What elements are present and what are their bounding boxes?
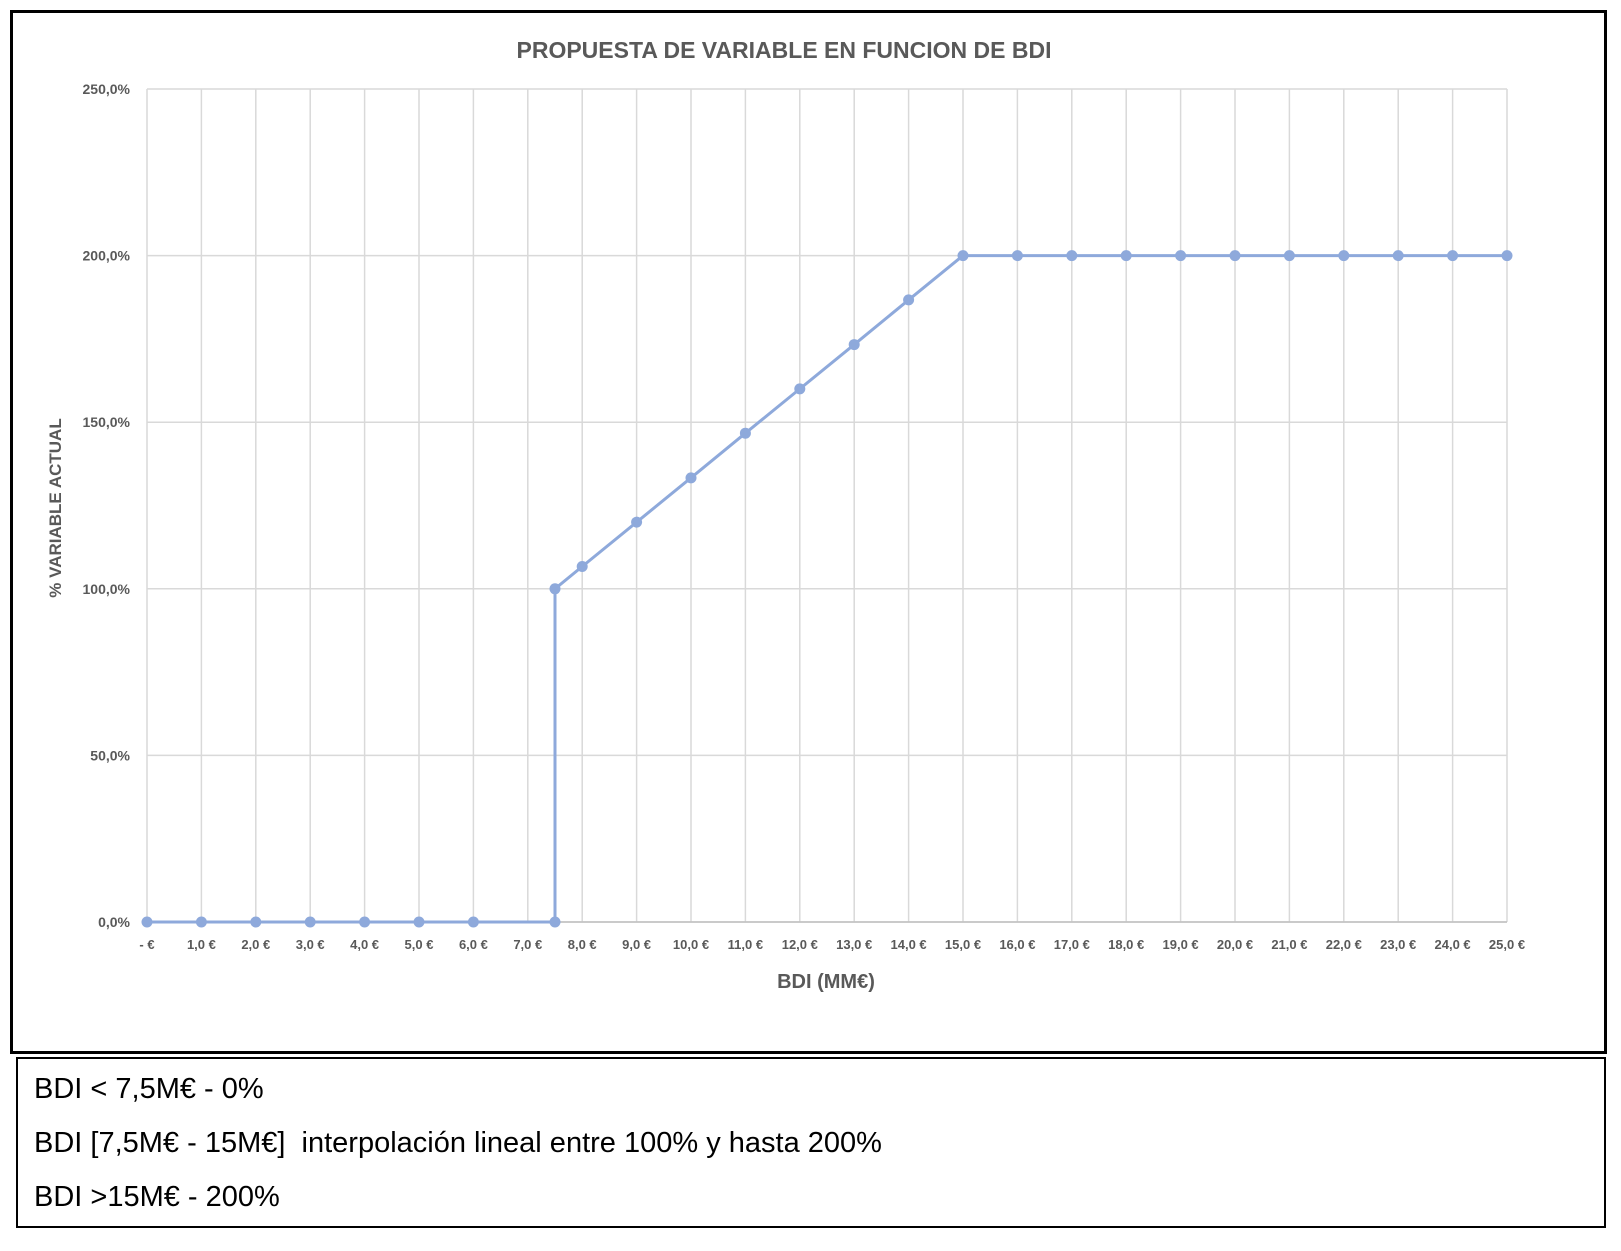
x-tick-label: 20,0 € bbox=[1217, 937, 1253, 952]
x-tick-label: 1,0 € bbox=[187, 937, 216, 952]
line-chart: PROPUESTA DE VARIABLE EN FUNCION DE BDI … bbox=[46, 37, 1525, 993]
x-tick-label: 4,0 € bbox=[350, 937, 379, 952]
y-axis-ticks: 0,0% 50,0% 100,0% 150,0% 200,0% 250,0% bbox=[83, 81, 131, 930]
data-point bbox=[141, 916, 153, 928]
x-tick-label: 13,0 € bbox=[836, 937, 872, 952]
x-tick-label: 25,0 € bbox=[1489, 937, 1525, 952]
x-tick-label: 10,0 € bbox=[673, 937, 709, 952]
y-tick-label: 150,0% bbox=[83, 414, 131, 430]
x-tick-label: 3,0 € bbox=[296, 937, 325, 952]
x-tick-label: 14,0 € bbox=[891, 937, 927, 952]
data-point bbox=[195, 916, 207, 928]
data-point bbox=[1120, 250, 1132, 262]
y-tick-label: 250,0% bbox=[83, 81, 131, 97]
data-point bbox=[848, 339, 860, 351]
data-point bbox=[1011, 250, 1023, 262]
data-point bbox=[1175, 250, 1187, 262]
data-point bbox=[1283, 250, 1295, 262]
data-series bbox=[141, 250, 1513, 928]
x-tick-label: 22,0 € bbox=[1326, 937, 1362, 952]
x-tick-label: 23,0 € bbox=[1380, 937, 1416, 952]
x-tick-label: 18,0 € bbox=[1108, 937, 1144, 952]
data-point bbox=[631, 516, 643, 528]
data-point bbox=[250, 916, 262, 928]
data-point bbox=[685, 472, 697, 484]
data-point bbox=[413, 916, 425, 928]
x-tick-label: 5,0 € bbox=[405, 937, 434, 952]
y-tick-label: 100,0% bbox=[83, 581, 131, 597]
x-tick-label: 15,0 € bbox=[945, 937, 981, 952]
x-tick-label: 2,0 € bbox=[241, 937, 270, 952]
data-point bbox=[549, 583, 561, 595]
x-tick-label: 16,0 € bbox=[999, 937, 1035, 952]
data-point bbox=[794, 383, 806, 395]
y-axis-title: % VARIABLE ACTUAL bbox=[46, 418, 65, 597]
data-point bbox=[739, 427, 751, 439]
x-tick-label: 21,0 € bbox=[1271, 937, 1307, 952]
data-point bbox=[903, 294, 915, 306]
chart-frame: PROPUESTA DE VARIABLE EN FUNCION DE BDI … bbox=[10, 10, 1607, 1054]
data-point bbox=[1229, 250, 1241, 262]
x-tick-label: 6,0 € bbox=[459, 937, 488, 952]
data-point bbox=[1066, 250, 1078, 262]
data-point bbox=[1501, 250, 1513, 262]
x-tick-label: - € bbox=[139, 937, 154, 952]
data-point bbox=[304, 916, 316, 928]
note-line-2: BDI [7,5M€ - 15M€] interpolación lineal … bbox=[34, 1127, 882, 1159]
x-axis-ticks: - € 1,0 € 2,0 € 3,0 € 4,0 € 5,0 € 6,0 € 7,0 € 8,… bbox=[139, 937, 1525, 952]
data-point bbox=[1392, 250, 1404, 262]
y-tick-label: 0,0% bbox=[98, 914, 130, 930]
x-tick-label: 24,0 € bbox=[1435, 937, 1471, 952]
x-tick-label: 7,0 € bbox=[513, 937, 542, 952]
x-tick-label: 11,0 € bbox=[728, 937, 763, 952]
data-point bbox=[1338, 250, 1350, 262]
notes-box: BDI < 7,5M€ - 0% BDI [7,5M€ - 15M€] inte… bbox=[16, 1057, 1606, 1228]
data-point bbox=[467, 916, 479, 928]
x-tick-label: 12,0 € bbox=[782, 937, 818, 952]
note-line-1: BDI < 7,5M€ - 0% bbox=[34, 1073, 264, 1105]
x-tick-label: 19,0 € bbox=[1163, 937, 1199, 952]
data-point bbox=[957, 250, 969, 262]
chart-title: PROPUESTA DE VARIABLE EN FUNCION DE BDI bbox=[517, 37, 1052, 63]
x-tick-label: 8,0 € bbox=[568, 937, 597, 952]
y-tick-label: 200,0% bbox=[83, 248, 131, 264]
data-point bbox=[576, 560, 588, 572]
data-point bbox=[549, 916, 561, 928]
grid-lines bbox=[146, 88, 1508, 923]
data-point bbox=[1447, 250, 1459, 262]
x-tick-label: 9,0 € bbox=[622, 937, 651, 952]
x-axis-title: BDI (MM€) bbox=[777, 971, 875, 993]
note-line-3: BDI >15M€ - 200% bbox=[34, 1181, 280, 1213]
x-tick-label: 17,0 € bbox=[1054, 937, 1090, 952]
y-tick-label: 50,0% bbox=[90, 747, 130, 763]
data-point bbox=[359, 916, 371, 928]
